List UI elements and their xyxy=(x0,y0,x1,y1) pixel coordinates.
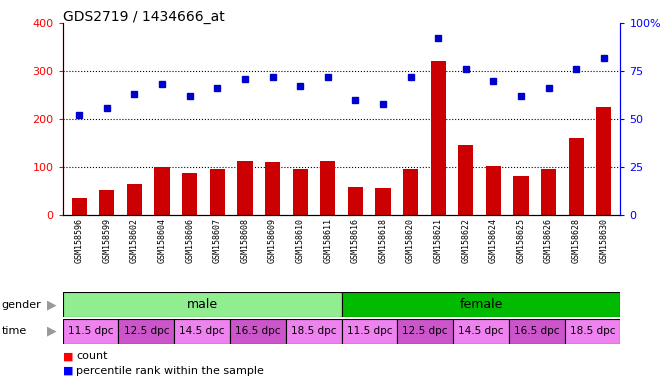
Bar xyxy=(238,161,253,215)
Bar xyxy=(63,292,342,317)
Bar xyxy=(342,319,397,344)
Text: 14.5 dpc: 14.5 dpc xyxy=(458,326,504,336)
Bar xyxy=(119,319,174,344)
Text: female: female xyxy=(459,298,503,311)
Bar xyxy=(541,169,556,215)
Bar xyxy=(292,169,308,215)
Text: 11.5 dpc: 11.5 dpc xyxy=(68,326,114,336)
Bar xyxy=(342,292,620,317)
Bar xyxy=(286,319,342,344)
Bar xyxy=(182,173,197,215)
Bar xyxy=(596,107,611,215)
Bar xyxy=(376,188,391,215)
Bar xyxy=(230,319,286,344)
Bar xyxy=(453,319,509,344)
Bar xyxy=(320,161,335,215)
Text: count: count xyxy=(76,351,108,361)
Text: ▶: ▶ xyxy=(47,298,56,311)
Bar xyxy=(458,146,473,215)
Text: ■: ■ xyxy=(63,351,73,361)
Bar xyxy=(72,198,87,215)
Bar xyxy=(513,176,529,215)
Bar xyxy=(210,169,225,215)
Bar xyxy=(509,319,565,344)
Text: gender: gender xyxy=(1,300,41,310)
Bar xyxy=(99,190,114,215)
Text: GDS2719 / 1434666_at: GDS2719 / 1434666_at xyxy=(63,10,224,23)
Bar xyxy=(348,187,363,215)
Bar xyxy=(486,166,501,215)
Text: 11.5 dpc: 11.5 dpc xyxy=(346,326,392,336)
Text: ■: ■ xyxy=(63,366,73,376)
Bar xyxy=(127,184,142,215)
Bar xyxy=(403,169,418,215)
Text: 16.5 dpc: 16.5 dpc xyxy=(514,326,560,336)
Text: percentile rank within the sample: percentile rank within the sample xyxy=(76,366,264,376)
Text: 18.5 dpc: 18.5 dpc xyxy=(291,326,337,336)
Bar xyxy=(430,61,446,215)
Bar xyxy=(174,319,230,344)
Text: 18.5 dpc: 18.5 dpc xyxy=(570,326,615,336)
Bar xyxy=(569,138,584,215)
Text: ▶: ▶ xyxy=(47,325,56,338)
Bar xyxy=(154,167,170,215)
Text: time: time xyxy=(1,326,26,336)
Bar xyxy=(397,319,453,344)
Text: 12.5 dpc: 12.5 dpc xyxy=(123,326,169,336)
Text: 12.5 dpc: 12.5 dpc xyxy=(403,326,448,336)
Bar xyxy=(565,319,620,344)
Text: male: male xyxy=(187,298,218,311)
Text: 16.5 dpc: 16.5 dpc xyxy=(235,326,280,336)
Bar xyxy=(265,162,280,215)
Bar xyxy=(63,319,119,344)
Text: 14.5 dpc: 14.5 dpc xyxy=(180,326,225,336)
